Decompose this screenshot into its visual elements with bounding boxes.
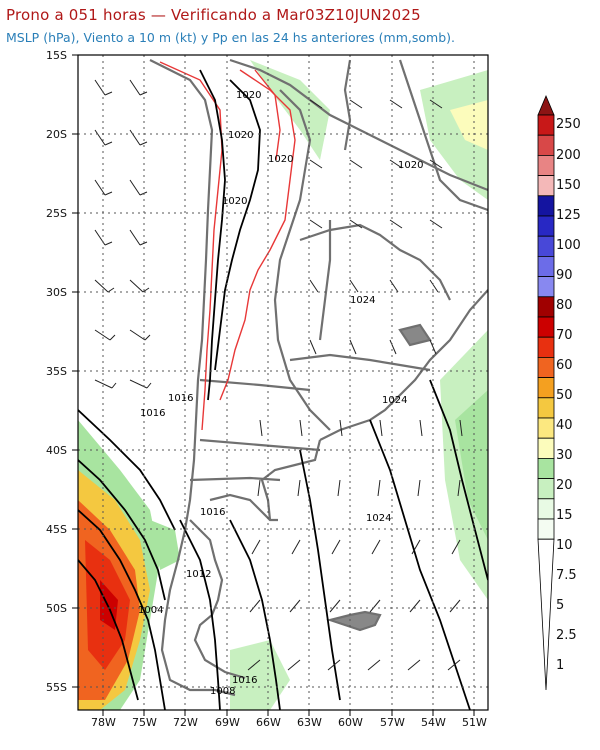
isobar-label: 1024 (350, 295, 375, 306)
lon-label: 72W (173, 716, 198, 729)
lat-label: 50S (46, 602, 67, 615)
legend-label: 80 (556, 298, 573, 313)
isobar-label: 1016 (168, 393, 193, 404)
isobar-label: 1024 (382, 395, 407, 406)
legend-label: 100 (556, 238, 581, 253)
terrain-contours (159, 61, 296, 431)
lat-label: 25S (46, 207, 67, 220)
map-border (77, 54, 489, 711)
isobar-label: 1016 (200, 507, 225, 518)
map-subtitle: MSLP (hPa), Viento a 10 m (kt) y Pp en l… (6, 30, 455, 45)
legend-label: 125 (556, 208, 581, 223)
legend-label: 20 (556, 478, 573, 493)
lon-label: 66W (256, 716, 281, 729)
lat-label: 40S (46, 444, 67, 457)
lon-label: 75W (132, 716, 157, 729)
legend-label: 30 (556, 448, 573, 463)
lon-label: 54W (421, 716, 446, 729)
legend-label: 1 (556, 658, 565, 673)
lat-label: 45S (46, 523, 67, 536)
lat-label: 30S (46, 286, 67, 299)
isobars (78, 69, 488, 710)
map-title: Prono a 051 horas — Verificando a Mar03Z… (6, 6, 421, 24)
lat-label: 20S (46, 128, 67, 141)
lat-label: 15S (46, 49, 67, 62)
isobar-label: 1020 (398, 160, 423, 171)
legend-label: 2.5 (556, 628, 577, 643)
legend-label: 70 (556, 328, 573, 343)
legend-label: 40 (556, 418, 573, 433)
legend-label: 5 (556, 598, 565, 613)
lon-label: 51W (462, 716, 487, 729)
legend-label: 10 (556, 538, 573, 553)
isobar-label: 1024 (366, 513, 391, 524)
tick-marks (72, 54, 475, 716)
lat-label: 35S (46, 365, 67, 378)
isobar-label: 1020 (228, 130, 253, 141)
lon-label: 57W (380, 716, 405, 729)
legend-label: 200 (556, 148, 581, 163)
isobar-label: 1020 (222, 196, 247, 207)
isobar-label: 1004 (138, 605, 163, 616)
lon-label: 69W (215, 716, 240, 729)
lon-label: 60W (338, 716, 363, 729)
legend-label: 15 (556, 508, 573, 523)
isobar-label: 1020 (268, 154, 293, 165)
lat-label: 55S (46, 681, 67, 694)
legend-label: 7.5 (556, 568, 577, 583)
isobar-label: 1016 (140, 408, 165, 419)
coastlines (149, 58, 488, 697)
isobar-label: 1012 (186, 569, 211, 580)
legend-label: 250 (556, 117, 581, 132)
precip-legend (537, 94, 555, 691)
lon-label: 63W (297, 716, 322, 729)
lon-label: 78W (91, 716, 116, 729)
legend-label: 60 (556, 358, 573, 373)
isobar-label: 1020 (236, 90, 261, 101)
isobar-labels: 1020 1020 1020 1020 1020 1024 1024 1016 … (138, 90, 423, 697)
isobar-label: 1008 (210, 686, 235, 697)
legend-label: 150 (556, 178, 581, 193)
legend-label: 50 (556, 388, 573, 403)
graticule (78, 55, 488, 710)
legend-label: 90 (556, 268, 573, 283)
isobar-label: 1016 (232, 675, 257, 686)
